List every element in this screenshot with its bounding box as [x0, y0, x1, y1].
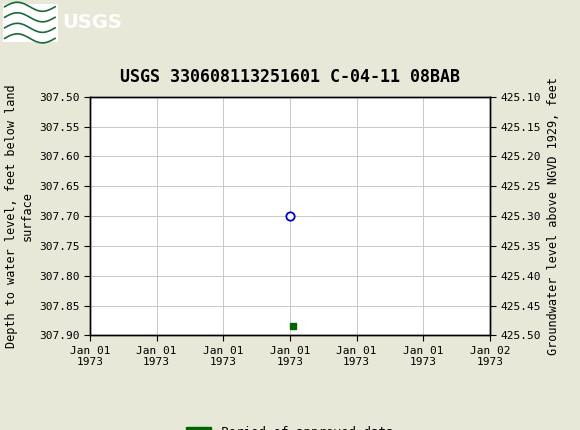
Y-axis label: Groundwater level above NGVD 1929, feet: Groundwater level above NGVD 1929, feet — [546, 77, 560, 355]
Text: USGS 330608113251601 C-04-11 08BAB: USGS 330608113251601 C-04-11 08BAB — [120, 68, 460, 86]
Y-axis label: Depth to water level, feet below land
surface: Depth to water level, feet below land su… — [5, 84, 34, 348]
Legend: Period of approved data: Period of approved data — [181, 421, 399, 430]
Text: USGS: USGS — [63, 13, 122, 32]
Bar — [3, 3, 58, 42]
